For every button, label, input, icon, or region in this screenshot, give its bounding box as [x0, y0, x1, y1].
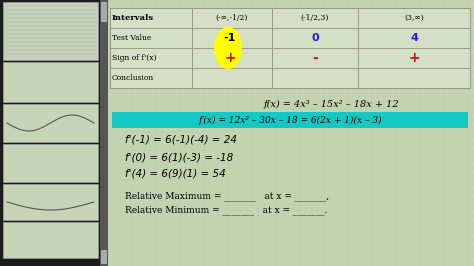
Text: 0: 0 [311, 33, 319, 43]
Bar [3, 222, 98, 258]
Bar [3, 144, 98, 182]
Text: Conclusion: Conclusion [112, 74, 154, 82]
Text: f'(0) = 6(1)(-3) = -18: f'(0) = 6(1)(-3) = -18 [125, 153, 233, 163]
Text: -: - [312, 51, 318, 65]
Text: (-∞,-1/2): (-∞,-1/2) [216, 14, 248, 22]
Text: (3,∞): (3,∞) [404, 14, 424, 22]
Text: Test Value: Test Value [112, 34, 151, 42]
Bar [3, 2, 98, 60]
Text: Sign of f'(x): Sign of f'(x) [112, 54, 156, 62]
Bar [101, 250, 107, 264]
Text: -1: -1 [224, 33, 236, 43]
Text: Relative Maximum = _______   at x = _______,: Relative Maximum = _______ at x = ______… [125, 191, 329, 201]
Text: +: + [408, 51, 420, 65]
Text: (-1/2,3): (-1/2,3) [301, 14, 329, 22]
Bar [112, 112, 468, 128]
Text: f'(4) = 6(9)(1) = 54: f'(4) = 6(9)(1) = 54 [125, 169, 226, 179]
Text: f'(-1) = 6(-1)(-4) = 24: f'(-1) = 6(-1)(-4) = 24 [125, 135, 237, 145]
Bar [110, 8, 470, 88]
Text: f(x) = 4x³ – 15x² – 18x + 12: f(x) = 4x³ – 15x² – 18x + 12 [263, 99, 399, 109]
Bar [101, 2, 107, 22]
Bar [100, 0, 108, 266]
Bar [3, 62, 98, 102]
Bar [0, 0, 108, 266]
Text: Relative Minimum = _______   at x = _______.: Relative Minimum = _______ at x = ______… [125, 205, 328, 215]
Bar [3, 104, 98, 142]
Text: 4: 4 [410, 33, 418, 43]
Text: +: + [224, 51, 236, 65]
Bar [3, 184, 98, 220]
Ellipse shape [214, 27, 242, 69]
Text: f′(x) = 12x² – 30x – 18 = 6(2x + 1)(x – 3): f′(x) = 12x² – 30x – 18 = 6(2x + 1)(x – … [198, 115, 382, 124]
Text: Intervals: Intervals [112, 14, 154, 22]
